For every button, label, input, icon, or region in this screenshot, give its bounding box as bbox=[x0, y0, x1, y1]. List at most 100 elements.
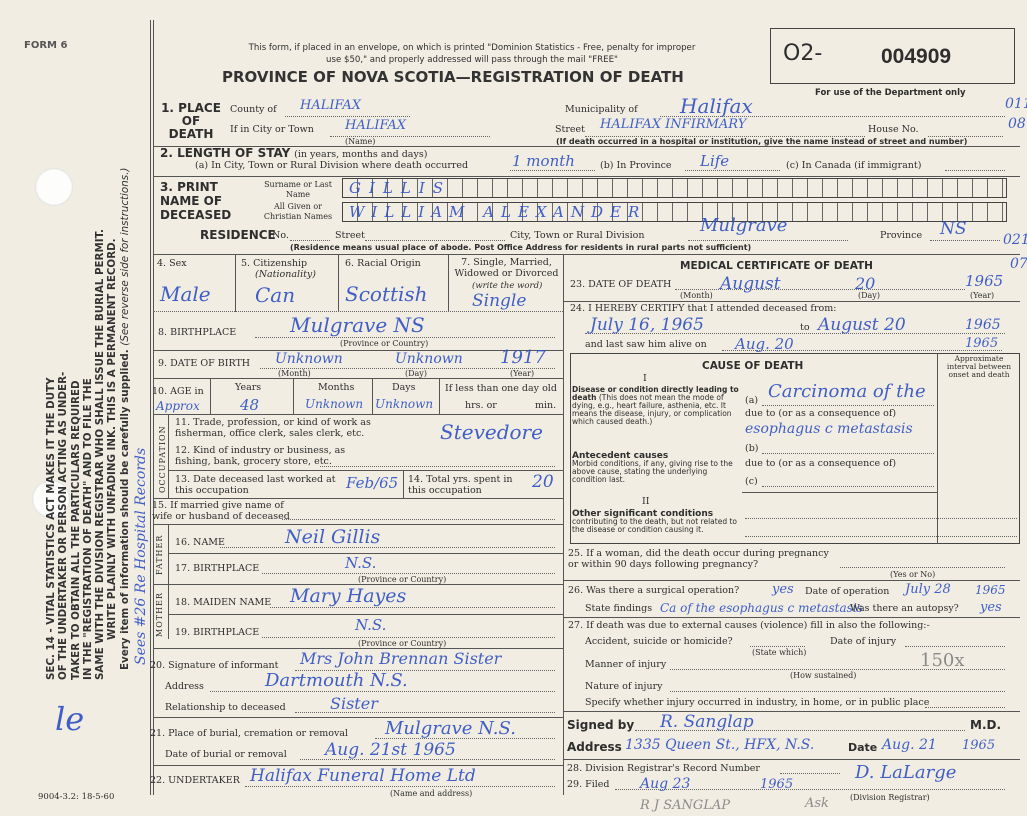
attended-from-value[interactable]: July 16, 1965 bbox=[590, 315, 704, 335]
given-names-grid[interactable]: WILLIAM ALEXANDER bbox=[342, 202, 1007, 222]
father-birthplace-value[interactable]: N.S. bbox=[345, 554, 377, 572]
signature-date-value[interactable]: Aug. 21 bbox=[882, 737, 937, 753]
filed-date-value[interactable]: Aug 23 bbox=[640, 776, 691, 792]
death-year-value[interactable]: 1965 bbox=[965, 272, 1004, 290]
sex-value[interactable]: Male bbox=[160, 282, 211, 306]
trade-value[interactable]: Stevedore bbox=[440, 420, 543, 444]
age-months-label: Months bbox=[318, 382, 355, 393]
filed-year-value[interactable]: 1965 bbox=[760, 777, 794, 792]
letter-cell bbox=[583, 179, 598, 197]
due-to-label: due to (or as a consequence of) bbox=[745, 458, 897, 469]
form-title: PROVINCE OF NOVA SCOTIA—REGISTRATION OF … bbox=[222, 68, 684, 86]
city-value[interactable]: HALIFAX bbox=[345, 118, 407, 133]
last-worked-value[interactable]: Feb/65 bbox=[346, 474, 399, 492]
due-to-label: due to (or as a consequence of) bbox=[745, 408, 897, 419]
letter-cell bbox=[988, 179, 1003, 197]
age-days-value[interactable]: Unknown bbox=[375, 397, 434, 411]
findings-value[interactable]: Ca of the esophagus c metastasis bbox=[660, 601, 863, 615]
dob-month[interactable]: Unknown bbox=[275, 351, 343, 367]
letter-cell bbox=[913, 179, 928, 197]
letter-cell bbox=[358, 203, 373, 221]
marital-value[interactable]: Single bbox=[472, 291, 527, 311]
racial-origin-value[interactable]: Scottish bbox=[345, 282, 428, 306]
registrar-signature[interactable]: D. LaLarge bbox=[855, 762, 957, 783]
sec14-line: SAME WITH THE DIVISION REGISTRAR WHO SHA… bbox=[94, 229, 107, 680]
informant-address-value[interactable]: Dartmouth N.S. bbox=[265, 670, 408, 691]
margin-initial: le bbox=[55, 700, 85, 738]
letter-cell bbox=[673, 203, 688, 221]
residence-province-value[interactable]: NS bbox=[940, 219, 967, 239]
cause-a-due-to-value[interactable]: esophagus c metastasis bbox=[745, 421, 913, 437]
letter-cell bbox=[958, 203, 973, 221]
physician-signature[interactable]: R. Sanglap bbox=[660, 712, 754, 732]
attended-to-value[interactable]: August 20 bbox=[818, 315, 906, 335]
letter-cell bbox=[913, 203, 928, 221]
dob-year[interactable]: 1917 bbox=[500, 347, 546, 368]
letter-cell bbox=[808, 203, 823, 221]
burial-date-label: Date of burial or removal bbox=[165, 749, 287, 760]
cause-a-value[interactable]: Carcinoma of the bbox=[768, 381, 926, 402]
maiden-name-value[interactable]: Mary Hayes bbox=[290, 585, 407, 607]
letter-cell bbox=[883, 179, 898, 197]
undertaker-value[interactable]: Halifax Funeral Home Ltd bbox=[250, 766, 476, 786]
trade-label: 11. Trade, profession, or kind of work a… bbox=[175, 417, 371, 439]
residence-no-label: No. bbox=[272, 230, 289, 241]
form-number: FORM 6 bbox=[24, 40, 68, 51]
other-conditions-desc: contributing to the death, but not relat… bbox=[572, 517, 737, 534]
birthplace-label: 8. BIRTHPLACE bbox=[158, 327, 237, 338]
deceased-name-label: 3. PRINT NAME OF DECEASED bbox=[160, 180, 232, 222]
state-which-caption: (State which) bbox=[752, 648, 807, 657]
dob-day[interactable]: Unknown bbox=[395, 351, 463, 367]
city-label: If in City or Town bbox=[230, 124, 314, 135]
county-value[interactable]: HALIFAX bbox=[300, 98, 362, 113]
informant-signature[interactable]: Mrs John Brennan Sister bbox=[300, 649, 502, 668]
residence-city-value[interactable]: Mulgrave bbox=[700, 215, 788, 236]
letter-cell bbox=[493, 179, 508, 197]
burial-place-value[interactable]: Mulgrave N.S. bbox=[385, 718, 516, 739]
residence-city-label: City, Town or Rural Division bbox=[510, 230, 645, 241]
letter-cell bbox=[868, 203, 883, 221]
letter-cell bbox=[493, 203, 508, 221]
relationship-value[interactable]: Sister bbox=[330, 694, 378, 713]
punch-hole bbox=[32, 480, 70, 518]
interval-label: Approximate interval between onset and d… bbox=[946, 354, 1012, 379]
signature-year-value[interactable]: 1965 bbox=[962, 738, 996, 753]
burial-date-value[interactable]: Aug. 21st 1965 bbox=[325, 740, 456, 760]
surgery-label: 26. Was there a surgical operation? bbox=[568, 585, 740, 596]
operation-date-value[interactable]: July 28 bbox=[905, 582, 951, 597]
surname-grid[interactable]: GILLIS bbox=[342, 178, 1007, 198]
racial-origin-label: 6. Racial Origin bbox=[345, 258, 421, 269]
physician-address-value[interactable]: 1335 Queen St., HFX, N.S. bbox=[625, 737, 815, 753]
age-months-value[interactable]: Unknown bbox=[305, 397, 364, 411]
dob-label: 9. DATE OF BIRTH bbox=[158, 358, 251, 369]
autopsy-value[interactable]: yes bbox=[980, 600, 1002, 615]
letter-cell bbox=[523, 203, 538, 221]
municipality-value[interactable]: Halifax bbox=[680, 94, 753, 118]
death-month-value[interactable]: August bbox=[720, 274, 781, 294]
operation-year-value[interactable]: 1965 bbox=[975, 583, 1006, 597]
letter-cell bbox=[478, 179, 493, 197]
attended-to-year[interactable]: 1965 bbox=[965, 317, 1001, 333]
province-caption: (Province or Country) bbox=[358, 639, 447, 648]
years-occupation-value[interactable]: 20 bbox=[532, 472, 554, 492]
death-day-value[interactable]: 20 bbox=[855, 274, 876, 293]
stay-province-value[interactable]: Life bbox=[700, 152, 730, 170]
surgery-value[interactable]: yes bbox=[772, 582, 794, 597]
last-saw-value[interactable]: Aug. 20 bbox=[735, 335, 794, 353]
letter-cell bbox=[838, 179, 853, 197]
min-label: min. bbox=[535, 400, 557, 411]
last-saw-year[interactable]: 1965 bbox=[965, 336, 999, 351]
father-name-value[interactable]: Neil Gillis bbox=[285, 526, 381, 548]
last-saw-label: and last saw him alive on bbox=[585, 339, 707, 350]
letter-cell bbox=[898, 179, 913, 197]
age-years-value[interactable]: 48 bbox=[240, 396, 260, 414]
mother-birthplace-value[interactable]: N.S. bbox=[355, 616, 387, 634]
letter-cell bbox=[403, 203, 418, 221]
birthplace-value[interactable]: Mulgrave NS bbox=[290, 313, 425, 337]
citizenship-value[interactable]: Can bbox=[255, 283, 296, 307]
stay-city-value[interactable]: 1 month bbox=[512, 152, 575, 170]
month-caption: (Month) bbox=[680, 291, 713, 300]
sec14-line: OF THE UNDERTAKER OR PERSON ACTING AS UN… bbox=[57, 371, 70, 680]
occupation-side-label: OCCUPATION bbox=[158, 425, 167, 493]
street-value[interactable]: HALIFAX INFIRMARY bbox=[600, 117, 747, 132]
